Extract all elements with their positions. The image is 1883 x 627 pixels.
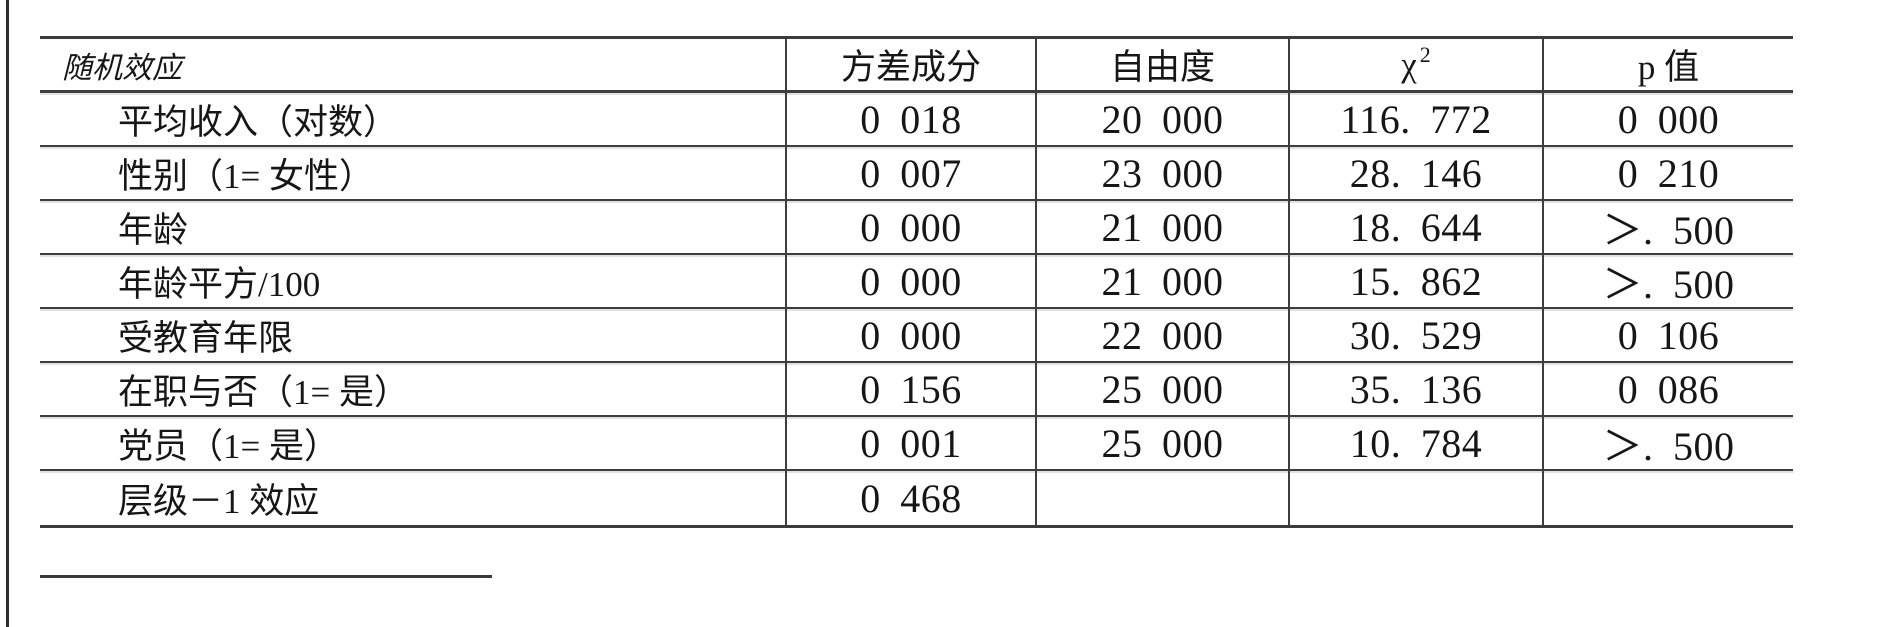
cell-p: 0 210 <box>1542 147 1793 201</box>
cell-df: 21 000 <box>1035 201 1288 255</box>
cell-p: 0 106 <box>1542 309 1793 363</box>
cell-df: 23 000 <box>1035 147 1288 201</box>
footnote-separator-rule <box>40 575 492 578</box>
column-header-p-value: p 值 <box>1542 39 1793 93</box>
cell-chi2: 116. 772 <box>1288 93 1542 147</box>
row-label-age: 年龄 <box>40 201 785 255</box>
cell-chi2 <box>1288 471 1542 525</box>
column-header-p-label: p 值 <box>1637 48 1700 87</box>
cell-variance: 0 000 <box>785 255 1035 309</box>
cell-df: 20 000 <box>1035 93 1288 147</box>
cell-p: 0 000 <box>1542 93 1793 147</box>
cell-chi2: 35. 136 <box>1288 363 1542 417</box>
cell-df: 25 000 <box>1035 417 1288 471</box>
cell-chi2: 30. 529 <box>1288 309 1542 363</box>
column-header-random-effects: 随机效应 <box>40 39 785 93</box>
cell-p: ＞. 500 <box>1542 201 1793 255</box>
cell-chi2: 28. 146 <box>1288 147 1542 201</box>
cell-variance: 0 000 <box>785 201 1035 255</box>
row-label-level1-effect: 层级－1 效应 <box>118 481 320 521</box>
row-label-years-of-education: 受教育年限 <box>40 309 785 363</box>
column-header-random-effects-label: 随机效应 <box>62 51 182 85</box>
cell-variance: 0 000 <box>785 309 1035 363</box>
cell-variance: 0 468 <box>785 471 1035 525</box>
row-label-party-member: 党员（1= 是） <box>40 417 785 471</box>
cell-p <box>1542 471 1793 525</box>
cell-df: 21 000 <box>1035 255 1288 309</box>
row-label-mean-income-log: 平均收入（对数） <box>40 93 785 147</box>
cell-chi2: 10. 784 <box>1288 417 1542 471</box>
cell-p: ＞. 500 <box>1542 417 1793 471</box>
row-label-gender: 性别（1= 女性） <box>40 147 785 201</box>
row-label-age-squared: 年龄平方/100 <box>40 255 785 309</box>
cell-p: 0 086 <box>1542 363 1793 417</box>
chi-symbol: χ <box>1401 44 1417 84</box>
page-edge-line <box>6 0 9 627</box>
row-label-employed: 在职与否（1= 是） <box>40 363 785 417</box>
cell-df: 22 000 <box>1035 309 1288 363</box>
cell-df <box>1035 471 1288 525</box>
column-header-variance-label: 方差成分 <box>840 48 981 87</box>
cell-p: ＞. 500 <box>1542 255 1793 309</box>
column-header-variance-component: 方差成分 <box>785 39 1035 93</box>
cell-variance: 0 156 <box>785 363 1035 417</box>
cell-variance: 0 018 <box>785 93 1035 147</box>
cell-variance: 0 001 <box>785 417 1035 471</box>
cell-chi2: 15. 862 <box>1288 255 1542 309</box>
column-header-df-label: 自由度 <box>1109 48 1215 87</box>
cell-df: 25 000 <box>1035 363 1288 417</box>
column-header-degrees-of-freedom: 自由度 <box>1035 39 1288 93</box>
cell-variance: 0 007 <box>785 147 1035 201</box>
cell-chi2: 18. 644 <box>1288 201 1542 255</box>
